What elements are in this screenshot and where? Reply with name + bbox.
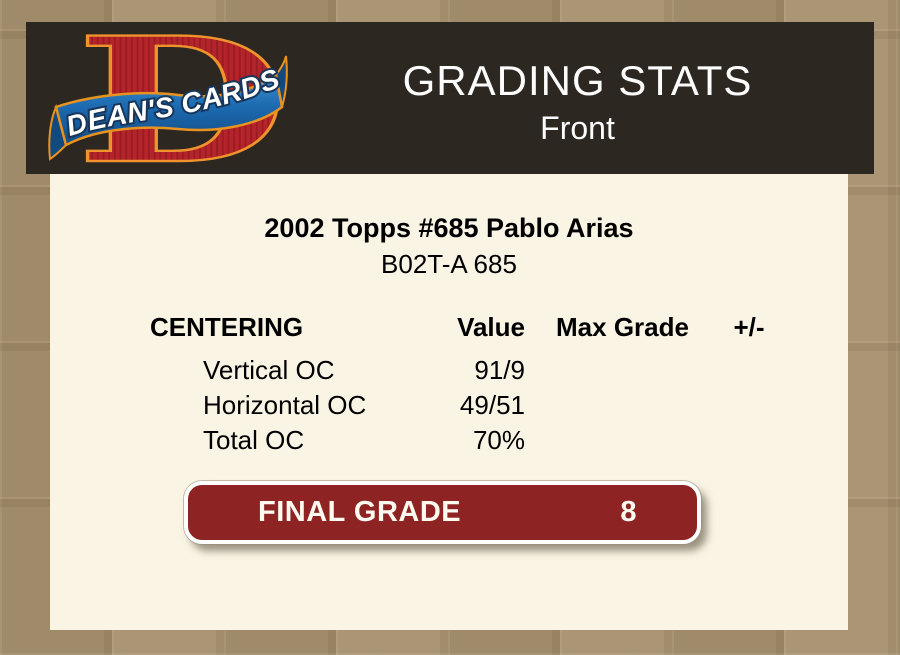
centering-table: CENTERING Value Max Grade +/- Vertical O… <box>150 310 778 458</box>
table-row: Horizontal OC 49/51 <box>150 388 778 423</box>
ribbon-banner <box>54 72 284 147</box>
header-bar: D DEAN'S CARDS GRADING STATS Front <box>26 0 874 203</box>
header-text-block: GRADING STATS Front <box>281 55 874 149</box>
grading-stats-panel: 2002 Topps #685 Pablo Arias B02T-A 685 C… <box>50 174 848 630</box>
deans-cards-logo-image: D DEAN'S CARDS <box>48 0 289 203</box>
row-max-grade <box>525 353 720 388</box>
row-plus-minus <box>720 423 778 458</box>
table-row: Total OC 70% <box>150 423 778 458</box>
column-header-max-grade: Max Grade <box>556 312 689 342</box>
row-value: 49/51 <box>459 390 525 420</box>
table-row: Vertical OC 91/9 <box>150 353 778 388</box>
row-label: Total OC <box>203 425 305 455</box>
row-plus-minus <box>720 353 778 388</box>
column-header-plus-minus: +/- <box>733 312 765 342</box>
row-value: 70% <box>472 425 525 455</box>
row-plus-minus <box>720 388 778 423</box>
row-value: 91/9 <box>474 355 525 385</box>
deans-cards-logo: D DEAN'S CARDS <box>48 0 290 203</box>
row-max-grade <box>525 423 720 458</box>
final-grade-value: 8 <box>620 496 637 528</box>
table-header-row: CENTERING Value Max Grade +/- <box>150 310 778 345</box>
ribbon-right-tail <box>274 55 288 108</box>
final-grade-button[interactable]: FINAL GRADE 8 <box>184 481 701 544</box>
row-max-grade <box>525 388 720 423</box>
card-title: 2002 Topps #685 Pablo Arias <box>264 213 634 243</box>
card-id: B02T-A 685 <box>381 249 517 279</box>
row-label: Vertical OC <box>203 355 335 385</box>
column-header-value: Value <box>457 312 525 342</box>
row-label: Horizontal OC <box>203 390 367 420</box>
column-header-centering: CENTERING <box>150 312 304 342</box>
page-subtitle: Front <box>540 110 615 146</box>
page-title: GRADING STATS <box>402 57 753 104</box>
final-grade-label: FINAL GRADE <box>258 496 462 528</box>
ribbon-left-tail <box>48 103 68 161</box>
